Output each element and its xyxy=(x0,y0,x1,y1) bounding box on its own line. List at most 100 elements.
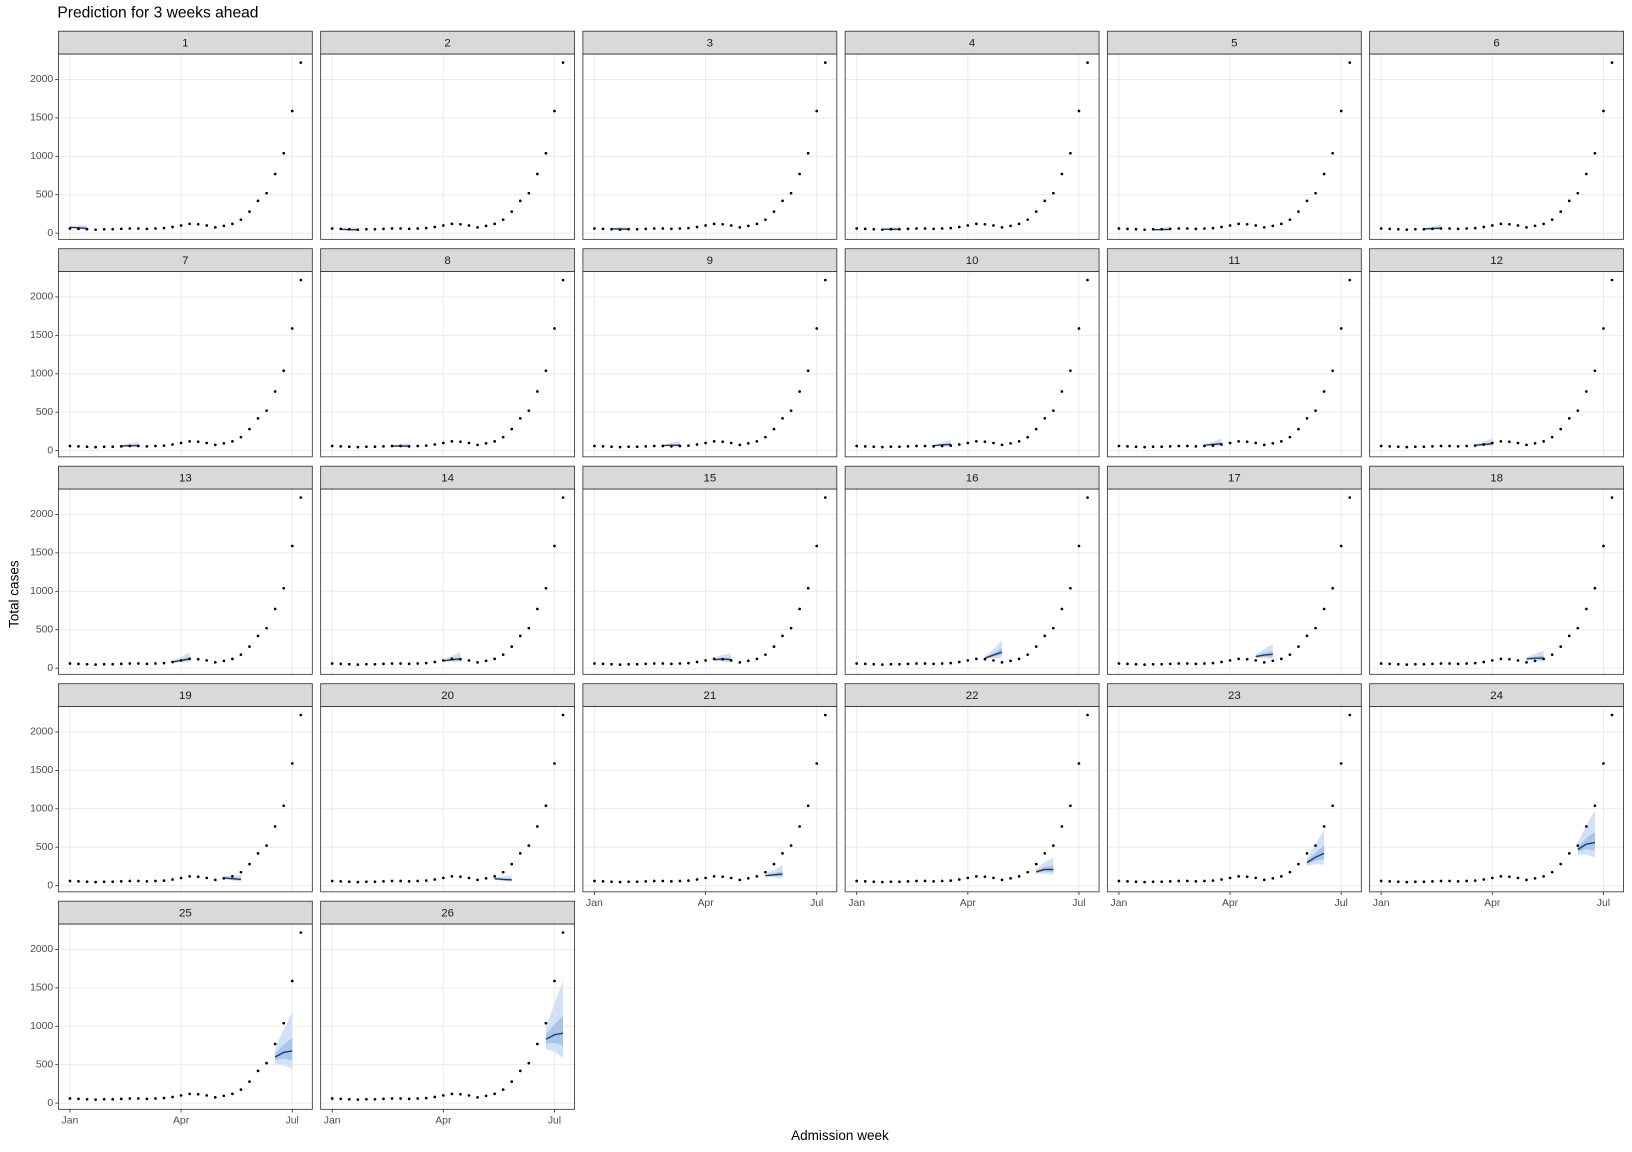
observed-point xyxy=(1060,172,1064,176)
observed-point xyxy=(1228,659,1232,662)
observed-point xyxy=(273,390,277,393)
observed-point xyxy=(1305,634,1309,638)
observed-point xyxy=(729,876,733,880)
observed-point xyxy=(738,878,742,882)
observed-point xyxy=(712,440,716,443)
observed-point xyxy=(1086,61,1089,64)
observed-point xyxy=(77,880,80,883)
observed-point xyxy=(213,226,217,229)
observed-point xyxy=(188,875,191,878)
observed-point xyxy=(450,657,454,661)
observed-point xyxy=(553,544,556,548)
panel: 1 0 500 1000 1500 2000 xyxy=(30,30,313,240)
observed-point xyxy=(205,1094,209,1097)
observed-point xyxy=(932,227,935,231)
observed-point xyxy=(282,369,286,373)
observed-point xyxy=(1456,445,1460,448)
observed-point xyxy=(823,496,827,499)
x-tick-label: Jan xyxy=(848,898,865,909)
observed-point xyxy=(949,879,953,882)
observed-point xyxy=(1009,441,1012,445)
observed-point xyxy=(299,713,303,717)
observed-point xyxy=(299,61,303,64)
observed-point xyxy=(670,880,673,883)
observed-point xyxy=(940,444,944,448)
observed-point xyxy=(373,445,377,449)
observed-point xyxy=(923,227,927,230)
observed-point xyxy=(1237,657,1240,661)
y-tick-label: 1500 xyxy=(30,548,53,559)
observed-point xyxy=(1280,875,1283,878)
observed-point xyxy=(1220,443,1223,446)
observed-point xyxy=(424,661,428,665)
observed-point xyxy=(1297,427,1300,431)
observed-point xyxy=(265,626,268,630)
observed-point xyxy=(68,879,72,883)
observed-point xyxy=(450,222,454,226)
observed-point xyxy=(162,661,166,665)
observed-point xyxy=(1414,445,1417,449)
observed-point xyxy=(382,1097,385,1101)
observed-point xyxy=(1237,222,1240,226)
observed-point xyxy=(544,1021,548,1025)
strip-label: 5 xyxy=(1231,38,1237,50)
panel-background xyxy=(58,706,313,892)
observed-point xyxy=(510,427,514,431)
panel-border xyxy=(320,271,575,458)
observed-point xyxy=(1060,390,1064,393)
observed-point xyxy=(1593,586,1597,590)
observed-point xyxy=(1448,879,1451,883)
observed-point xyxy=(1525,878,1528,882)
observed-point xyxy=(823,713,827,717)
y-tick-label: 1500 xyxy=(30,113,53,124)
observed-point xyxy=(188,657,191,661)
observed-point xyxy=(1160,445,1164,449)
observed-point xyxy=(983,222,987,226)
x-tick-label: Jan xyxy=(1373,898,1390,909)
observed-point xyxy=(399,662,402,665)
observed-point xyxy=(1379,444,1383,448)
observed-point xyxy=(136,879,140,883)
observed-point xyxy=(1422,662,1426,666)
observed-point xyxy=(390,879,394,883)
observed-point xyxy=(501,653,505,657)
observed-point xyxy=(94,663,97,667)
panel-background xyxy=(1369,489,1624,675)
observed-point xyxy=(746,441,750,445)
observed-point xyxy=(231,222,234,226)
observed-point xyxy=(1331,151,1335,155)
observed-point xyxy=(1331,369,1335,373)
observed-point xyxy=(644,662,648,666)
median-line xyxy=(223,877,241,881)
observed-point xyxy=(678,662,682,665)
observed-point xyxy=(966,876,970,880)
observed-point xyxy=(1297,862,1300,866)
observed-point xyxy=(1567,199,1571,203)
panel-border xyxy=(57,923,313,1110)
observed-point xyxy=(1151,227,1155,231)
observed-point xyxy=(339,1097,343,1101)
observed-point xyxy=(441,876,445,880)
observed-point xyxy=(635,662,639,666)
observed-point xyxy=(330,227,334,230)
panel-border xyxy=(320,488,575,675)
observed-point xyxy=(1254,876,1258,880)
observed-point xyxy=(1288,653,1292,657)
observed-point xyxy=(915,879,918,883)
observed-point xyxy=(356,880,360,884)
observed-point xyxy=(618,663,622,667)
strip-label: 9 xyxy=(707,255,713,267)
observed-point xyxy=(476,226,479,229)
observed-point xyxy=(102,227,106,231)
observed-point xyxy=(1228,876,1232,880)
observed-point xyxy=(459,222,462,226)
observed-point xyxy=(721,875,725,879)
observed-point xyxy=(1499,657,1503,661)
y-tick-label: 1000 xyxy=(30,151,53,162)
observed-point xyxy=(729,659,733,662)
observed-point xyxy=(373,227,377,231)
observed-point xyxy=(213,661,217,664)
observed-point xyxy=(1456,662,1460,666)
observed-point xyxy=(863,445,867,448)
observed-point xyxy=(1585,172,1588,176)
